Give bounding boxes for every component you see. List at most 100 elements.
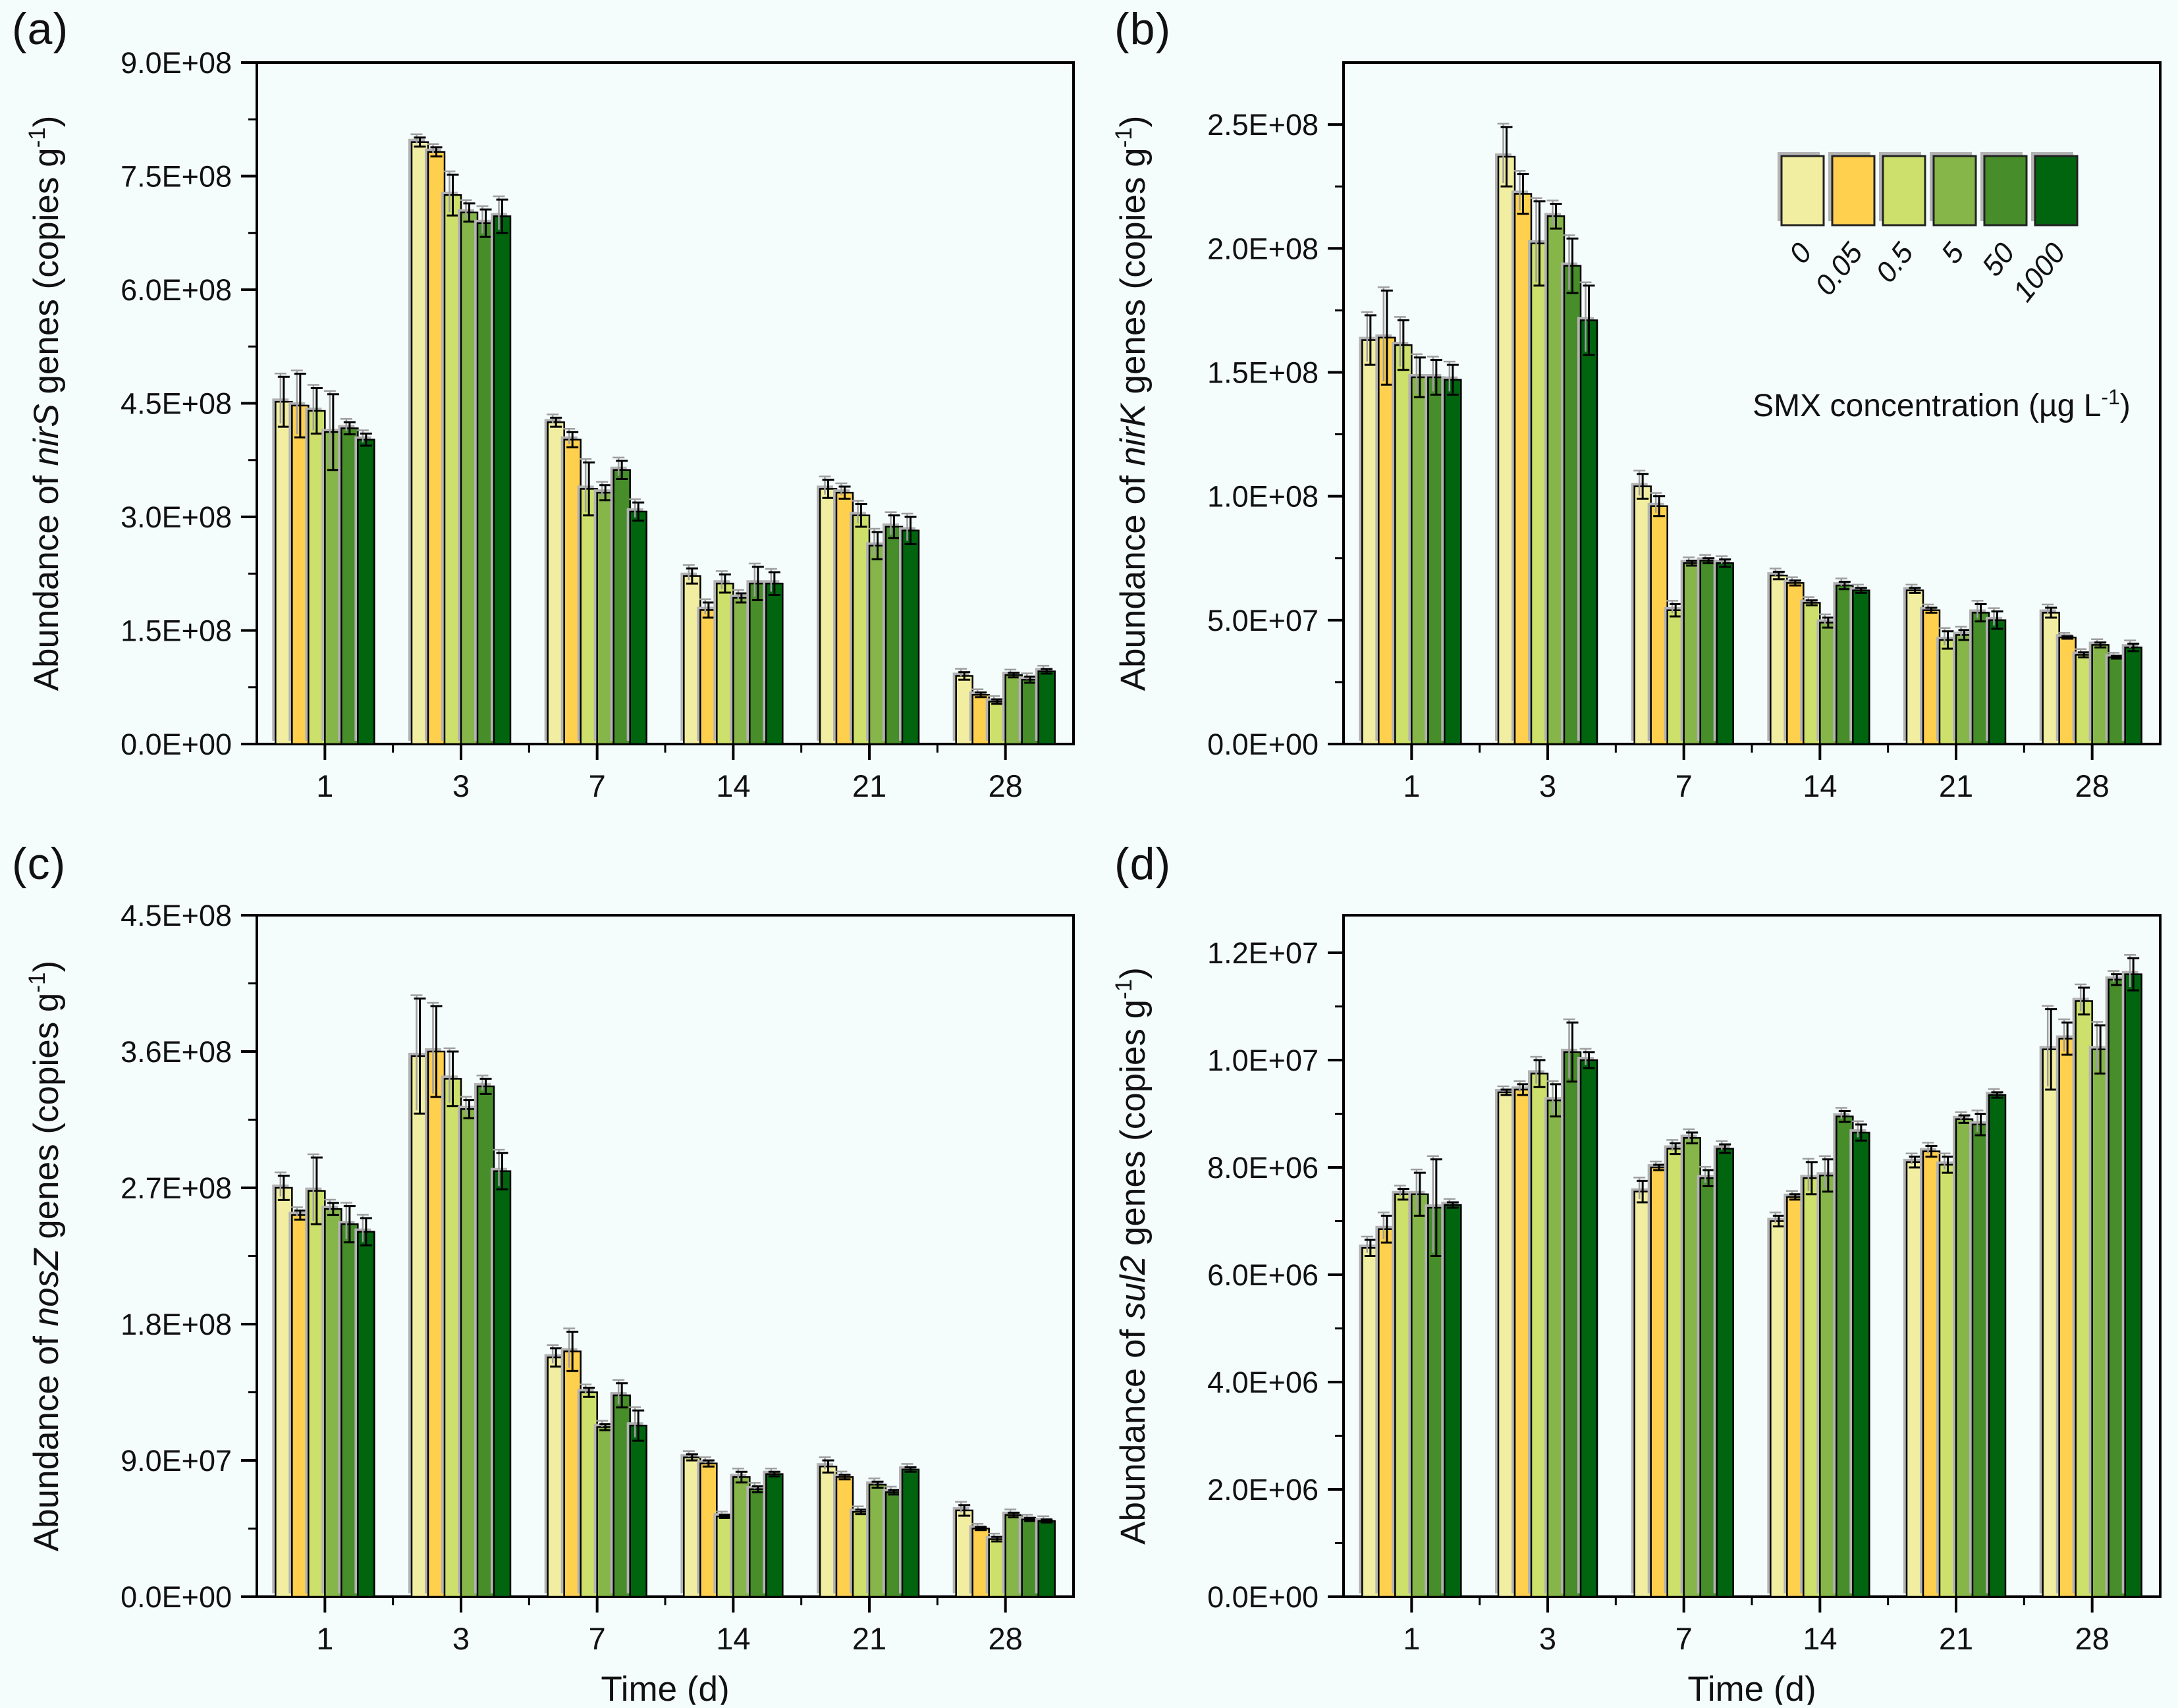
- bar: [357, 439, 375, 745]
- bar: [2124, 973, 2142, 1598]
- legend-title: SMX concentration (µg L-1): [1753, 385, 2131, 423]
- y-tick-label: 9.0E+08: [121, 46, 232, 80]
- panel-c: 0.0E+00 9.0E+07 1.8E+08 2.7E+08 3.6E+08 4.5E+…: [20, 856, 1091, 1708]
- legend-swatch: [1831, 155, 1876, 227]
- panel-a-chart: 0.0E+00 1.5E+08 3.0E+08 4.5E+08 6.0E+08 7.5E+…: [24, 46, 1075, 803]
- bar: [765, 582, 784, 745]
- panel-d-chart: 0.0E+00 2.0E+06 4.0E+06 6.0E+06 8.0E+06 1.0E+…: [1111, 914, 2162, 1708]
- y-tick-label: 7.5E+08: [121, 160, 232, 194]
- bar: [2124, 646, 2142, 745]
- x-tick-label: 14: [716, 1621, 750, 1656]
- y-axis-title: Abundance of nirK genes (copies g-1): [1111, 116, 1153, 691]
- legend-label: 50: [1976, 237, 2021, 282]
- panel-d: 0.0E+00 2.0E+06 4.0E+06 6.0E+06 8.0E+06 1.0E+…: [1106, 856, 2178, 1708]
- legend-label: 0.05: [1809, 237, 1870, 302]
- x-tick-label: 7: [589, 1621, 606, 1656]
- y-tick-label: 2.0E+08: [1207, 232, 1319, 265]
- x-tick-label: 7: [1675, 768, 1693, 803]
- y-tick-label: 3.0E+08: [121, 500, 232, 534]
- x-tick-label: 21: [1939, 768, 1973, 803]
- bar: [1444, 1204, 1462, 1598]
- panel-label-c: (c): [12, 839, 67, 889]
- y-tick-label: 0.0E+00: [1207, 1580, 1319, 1614]
- x-axis-title: Time (d): [1687, 1670, 1816, 1705]
- legend-swatch: [2034, 155, 2079, 227]
- bar: [1852, 1131, 1870, 1598]
- plot-border: [256, 61, 1075, 745]
- y-axis-title: Abundance of sul2 genes (copies g-1): [1111, 967, 1153, 1545]
- y-axis-title: Abundance of nirS genes (copies g-1): [24, 116, 66, 691]
- y-tick-label: 4.5E+08: [121, 899, 232, 932]
- x-tick-label: 1: [316, 1621, 333, 1656]
- y-tick-label: 2.5E+08: [1207, 108, 1319, 142]
- panel-label-d: (d): [1114, 839, 1172, 889]
- bar: [357, 1231, 375, 1598]
- x-tick-label: 7: [1675, 1621, 1693, 1656]
- y-axis-title: Abundance of nosZ genes (copies g-1): [24, 961, 66, 1551]
- panel-a: 0.0E+00 1.5E+08 3.0E+08 4.5E+08 6.0E+08 7.5E+…: [20, 16, 1091, 843]
- x-tick-label: 1: [1403, 768, 1420, 803]
- x-tick-label: 7: [589, 768, 606, 803]
- plot-border: [256, 914, 1075, 1598]
- x-tick-label: 28: [2075, 1621, 2110, 1656]
- legend-swatch: [1932, 155, 1977, 227]
- bar: [629, 510, 647, 745]
- legend-swatch: [1983, 155, 2028, 227]
- x-tick-label: 1: [316, 768, 333, 803]
- bar: [1037, 670, 1056, 745]
- bar: [1716, 562, 1734, 745]
- y-tick-label: 1.8E+08: [121, 1308, 232, 1341]
- x-tick-label: 14: [1803, 768, 1837, 803]
- bar: [901, 1468, 920, 1598]
- plot-border: [1342, 914, 2162, 1598]
- panel-label-a: (a): [12, 4, 69, 54]
- y-tick-label: 0.0E+00: [121, 728, 232, 761]
- x-tick-label: 28: [989, 768, 1023, 803]
- bar: [493, 215, 512, 745]
- y-tick-label: 4.0E+06: [1207, 1366, 1319, 1399]
- bar: [901, 529, 920, 745]
- y-tick-label: 8.0E+06: [1207, 1151, 1319, 1185]
- y-tick-label: 1.5E+08: [121, 614, 232, 648]
- panel-b-chart: 0.0E+00 5.0E+07 1.0E+08 1.5E+08 2.0E+08 2.5E+…: [1111, 61, 2162, 803]
- x-tick-label: 21: [852, 1621, 886, 1656]
- bar: [1852, 589, 1870, 745]
- x-tick-label: 3: [1539, 1621, 1556, 1656]
- legend-swatch: [1882, 155, 1926, 227]
- bar: [1988, 1094, 2007, 1598]
- x-tick-label: 3: [452, 1621, 470, 1656]
- panel-b: 0.0E+00 5.0E+07 1.0E+08 1.5E+08 2.0E+08 2.5E+…: [1106, 16, 2178, 843]
- bar: [1988, 619, 2007, 745]
- bar: [1579, 1059, 1598, 1598]
- y-tick-label: 6.0E+06: [1207, 1258, 1319, 1292]
- y-tick-label: 1.0E+08: [1207, 480, 1319, 514]
- x-tick-label: 3: [452, 768, 470, 803]
- legend-label: 5: [1935, 237, 1971, 270]
- bar: [493, 1170, 512, 1598]
- bar: [765, 1473, 784, 1598]
- y-tick-label: 3.6E+08: [121, 1035, 232, 1069]
- panel-label-b: (b): [1114, 4, 1172, 54]
- panel-c-chart: 0.0E+00 9.0E+07 1.8E+08 2.7E+08 3.6E+08 4.5E+…: [24, 899, 1075, 1708]
- bar: [1716, 1148, 1734, 1598]
- y-tick-label: 4.5E+08: [121, 387, 232, 421]
- bar: [1579, 319, 1598, 745]
- legend-label: 0: [1783, 237, 1818, 270]
- x-tick-label: 28: [2075, 768, 2110, 803]
- y-tick-label: 9.0E+07: [121, 1444, 232, 1478]
- legend-swatch: [1780, 155, 1825, 227]
- y-tick-label: 0.0E+00: [1207, 728, 1319, 761]
- y-tick-label: 5.0E+07: [1207, 604, 1319, 637]
- y-tick-label: 1.5E+08: [1207, 356, 1319, 389]
- legend-label: 0.5: [1870, 237, 1920, 289]
- y-tick-label: 6.0E+08: [121, 273, 232, 307]
- y-tick-label: 0.0E+00: [121, 1580, 232, 1614]
- x-tick-label: 3: [1539, 768, 1556, 803]
- bar: [629, 1424, 647, 1598]
- y-tick-label: 1.0E+07: [1207, 1044, 1319, 1077]
- x-tick-label: 21: [1939, 1621, 1973, 1656]
- y-tick-label: 2.7E+08: [121, 1171, 232, 1205]
- x-tick-label: 1: [1403, 1621, 1420, 1656]
- x-tick-label: 14: [1803, 1621, 1837, 1656]
- x-axis-title: Time (d): [601, 1670, 729, 1705]
